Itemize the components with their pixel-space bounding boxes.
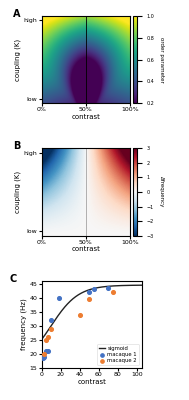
macaque 1 [47, 348, 50, 354]
sigmoid [89, 287, 91, 292]
macaque 2 [43, 351, 46, 357]
sigmoid [122, 283, 125, 288]
X-axis label: contrast: contrast [77, 378, 106, 384]
X-axis label: contrast: contrast [71, 114, 100, 120]
Legend: sigmoid, macaque 1, macaque 2: sigmoid, macaque 1, macaque 2 [97, 344, 139, 365]
macaque 1 [42, 355, 45, 361]
macaque 2 [47, 334, 50, 340]
Text: C: C [9, 274, 17, 284]
macaque 1 [107, 285, 110, 291]
macaque 2 [78, 311, 81, 318]
macaque 1 [45, 348, 48, 354]
Line: sigmoid: sigmoid [42, 285, 142, 340]
sigmoid [88, 287, 90, 292]
macaque 1 [57, 294, 60, 301]
sigmoid [138, 283, 140, 288]
sigmoid [141, 283, 143, 288]
Y-axis label: frequency (Hz): frequency (Hz) [20, 298, 27, 350]
macaque 1 [88, 289, 91, 295]
macaque 2 [112, 289, 115, 295]
macaque 1 [43, 354, 46, 360]
macaque 2 [88, 296, 91, 302]
Text: A: A [13, 9, 21, 19]
macaque 2 [50, 326, 53, 332]
Y-axis label: order parameter: order parameter [159, 37, 164, 82]
Y-axis label: coupling (K): coupling (K) [14, 171, 21, 213]
sigmoid [100, 285, 102, 290]
Y-axis label: coupling (K): coupling (K) [14, 38, 21, 81]
Text: B: B [13, 142, 21, 152]
macaque 2 [45, 337, 48, 343]
X-axis label: contrast: contrast [71, 246, 100, 252]
Y-axis label: Δfrequency: Δfrequency [159, 176, 164, 208]
macaque 1 [93, 286, 96, 292]
sigmoid [41, 337, 43, 342]
macaque 1 [50, 317, 53, 324]
sigmoid [95, 286, 97, 290]
